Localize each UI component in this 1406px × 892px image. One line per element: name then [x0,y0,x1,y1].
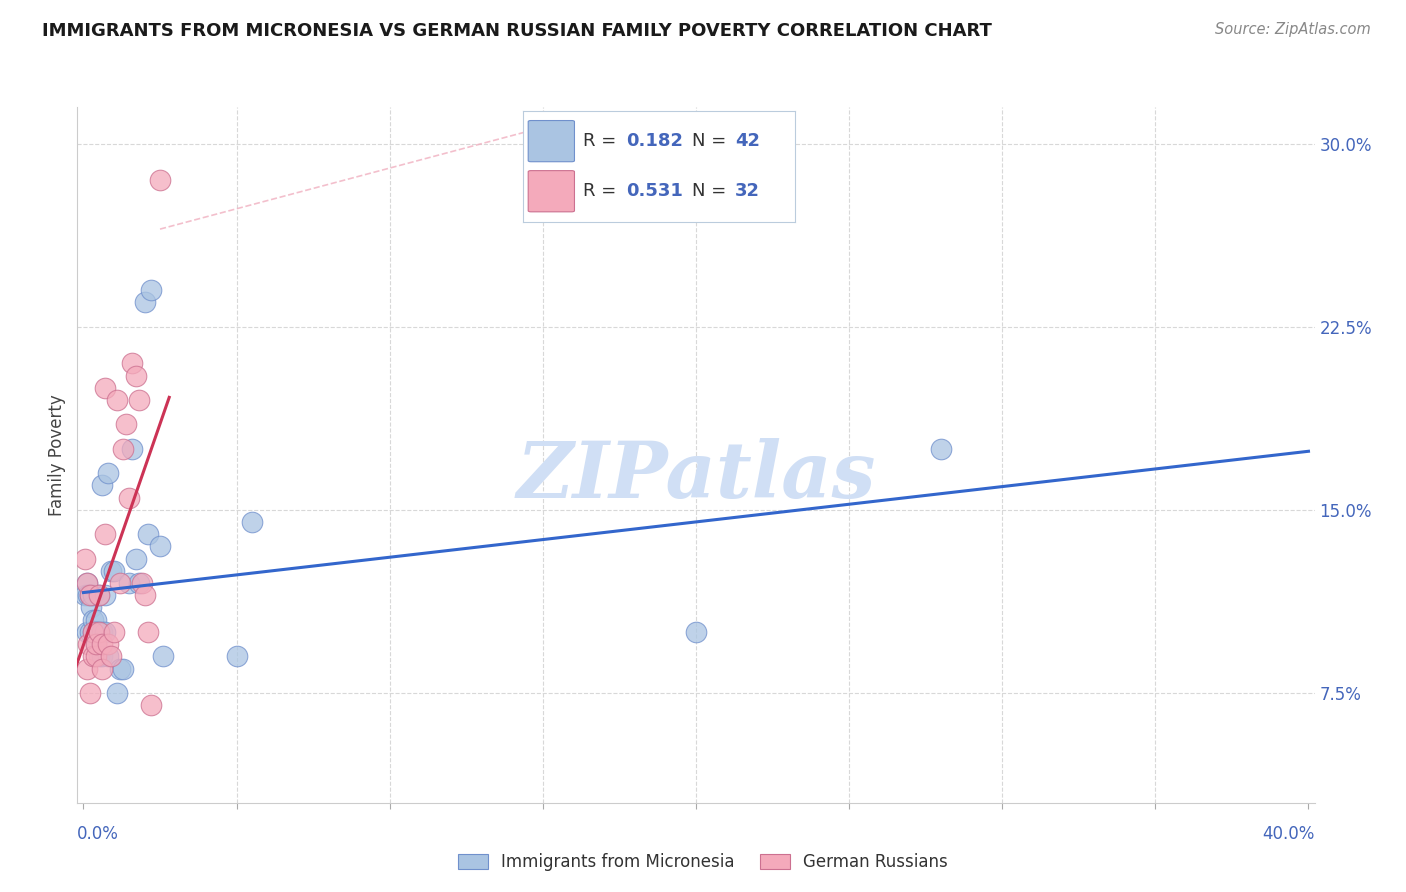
Point [121,356,143,370]
Point [94,527,117,541]
Point [685,624,707,639]
Text: 32: 32 [735,182,761,200]
Point [149,540,172,554]
Point [97,467,120,481]
Point [90,637,112,651]
Point [134,588,156,602]
Point [124,368,146,383]
Point [108,576,131,591]
Text: 40.0%: 40.0% [1263,825,1315,843]
Point [108,661,131,675]
Point [100,564,122,578]
Point [128,392,150,407]
Point [90,649,112,664]
Point [105,392,128,407]
Point [73,588,96,602]
Text: IMMIGRANTS FROM MICRONESIA VS GERMAN RUSSIAN FAMILY POVERTY CORRELATION CHART: IMMIGRANTS FROM MICRONESIA VS GERMAN RUS… [42,22,993,40]
Point [152,649,174,664]
Point [94,588,117,602]
Point [121,442,143,456]
Text: 0.182: 0.182 [626,132,683,150]
Point [73,551,96,566]
Point [79,588,101,602]
Point [100,649,122,664]
Point [139,698,162,713]
Point [134,295,156,310]
Text: 0.0%: 0.0% [77,825,120,843]
Point [82,613,104,627]
Point [97,637,120,651]
Point [94,381,117,395]
Point [136,624,159,639]
Point [87,588,110,602]
Point [82,649,104,664]
Point [79,588,101,602]
Point [79,624,101,639]
Point [105,686,128,700]
Point [240,515,263,529]
Point [139,283,162,297]
Point [82,588,104,602]
Point [76,576,98,591]
Point [79,686,101,700]
Point [84,624,107,639]
Point [149,173,172,187]
Point [103,624,125,639]
Text: ZIPatlas: ZIPatlas [516,438,876,514]
Point [82,624,104,639]
FancyBboxPatch shape [529,120,575,161]
Point [94,624,117,639]
Point [84,613,107,627]
Point [77,588,100,602]
Point [103,564,125,578]
Point [136,527,159,541]
Point [87,624,110,639]
Point [124,551,146,566]
Point [80,600,103,615]
Point [90,478,112,492]
Point [112,661,135,675]
Point [87,649,110,664]
Text: R =: R = [582,132,621,150]
Text: Source: ZipAtlas.com: Source: ZipAtlas.com [1215,22,1371,37]
Point [87,624,110,639]
Point [76,624,98,639]
Point [118,491,141,505]
Point [115,417,138,432]
Y-axis label: Family Poverty: Family Poverty [48,394,66,516]
Point [112,442,135,456]
Point [128,576,150,591]
Legend: Immigrants from Micronesia, German Russians: Immigrants from Micronesia, German Russi… [450,845,956,880]
Text: N =: N = [692,132,731,150]
Point [131,576,153,591]
Point [90,661,112,675]
Point [84,637,107,651]
Text: R =: R = [582,182,621,200]
Point [84,624,107,639]
Point [82,624,104,639]
Point [76,661,98,675]
FancyBboxPatch shape [529,170,575,211]
Text: 42: 42 [735,132,761,150]
Point [84,649,107,664]
Text: N =: N = [692,182,731,200]
Point [76,576,98,591]
Point [84,637,107,651]
Point [118,576,141,591]
Text: 0.531: 0.531 [626,182,683,200]
Point [97,649,120,664]
Point [87,588,110,602]
Point [929,442,952,456]
Point [90,624,112,639]
Point [77,637,100,651]
Point [225,649,247,664]
